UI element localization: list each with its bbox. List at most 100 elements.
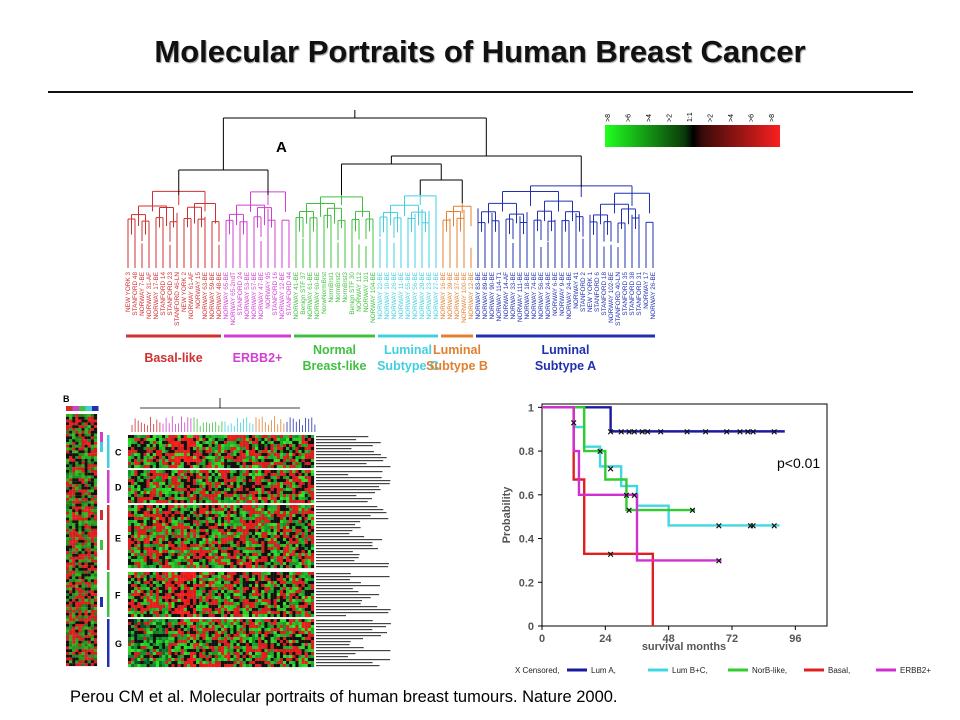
heatmap-cell xyxy=(78,548,82,552)
sample-label: NORWAY 61-BE xyxy=(307,272,314,319)
heatmap-cell xyxy=(295,538,299,542)
heatmap-cell xyxy=(286,526,290,530)
heatmap-cell xyxy=(84,425,88,429)
group-label: Basal-like xyxy=(144,351,202,365)
heatmap-cell xyxy=(267,578,271,582)
heatmap-cell xyxy=(208,453,212,457)
heatmap-cell xyxy=(261,476,265,480)
heatmap-cell xyxy=(87,495,91,499)
heatmap-cell xyxy=(168,514,172,518)
heatmap-cell xyxy=(78,492,82,496)
heatmap-cell xyxy=(298,578,302,582)
heatmap-cell xyxy=(252,505,256,509)
heatmap-cell xyxy=(87,456,91,459)
heatmap-cell xyxy=(208,514,212,518)
heatmap-cell xyxy=(261,614,265,618)
heatmap-cell xyxy=(217,602,222,606)
heatmap-cell xyxy=(255,572,259,576)
heatmap-cell xyxy=(227,508,231,512)
heatmap-cell xyxy=(174,556,178,560)
heatmap-cell xyxy=(131,485,135,489)
heatmap-cell xyxy=(239,553,243,557)
heatmap-cell xyxy=(162,562,166,566)
heatmap-cell xyxy=(90,556,94,560)
heatmap-cell xyxy=(199,438,203,442)
heatmap-cell xyxy=(304,565,308,569)
heatmap-cell xyxy=(202,578,206,582)
heatmap-cell xyxy=(66,657,70,661)
heatmap-cell xyxy=(286,450,290,454)
heatmap-cell xyxy=(146,462,150,466)
heatmap-cell xyxy=(72,615,76,619)
heatmap-cell xyxy=(146,526,150,530)
heatmap-cell xyxy=(236,462,240,466)
heatmap-cell xyxy=(84,654,88,658)
heatmap-cell xyxy=(239,535,243,539)
heatmap-cell xyxy=(174,462,178,466)
heatmap-cell xyxy=(186,529,191,533)
heatmap-cell xyxy=(273,535,277,539)
heatmap-cell xyxy=(224,605,228,609)
heatmap-cell xyxy=(140,541,144,545)
heatmap-cell xyxy=(276,459,280,463)
heatmap-cell xyxy=(174,559,178,563)
heatmap-cell xyxy=(193,614,197,618)
heatmap-cell xyxy=(174,456,178,460)
heatmap-cell xyxy=(177,593,181,597)
heatmap-cell xyxy=(301,485,305,489)
heatmap-cell xyxy=(245,476,249,480)
heatmap-cell xyxy=(307,500,311,504)
heatmap-cell xyxy=(267,562,271,566)
heatmap-cell xyxy=(177,511,181,515)
heatmap-cell xyxy=(78,632,82,636)
heatmap-cell xyxy=(75,414,79,417)
heatmap-cell xyxy=(236,611,240,615)
heatmap-cell xyxy=(202,435,206,439)
heatmap-cell xyxy=(205,614,209,618)
heatmap-cell xyxy=(146,611,150,615)
heatmap-cell xyxy=(186,584,191,588)
heatmap-cell xyxy=(208,578,212,582)
heatmap-cell xyxy=(84,612,88,616)
heatmap-cell xyxy=(183,479,187,483)
heatmap-cell xyxy=(177,547,181,551)
heatmap-cell xyxy=(137,485,141,489)
heatmap-cell xyxy=(224,535,228,539)
heatmap-cell xyxy=(131,526,135,530)
heatmap-cell xyxy=(261,619,265,623)
heatmap-cell xyxy=(295,470,299,474)
heatmap-cell xyxy=(208,544,212,548)
heatmap-cell xyxy=(81,598,85,602)
heatmap-cell xyxy=(261,590,265,594)
heatmap-cell xyxy=(137,541,141,545)
heatmap-cell xyxy=(292,491,296,495)
heatmap-cell xyxy=(171,602,175,606)
heatmap-cell xyxy=(193,584,197,588)
heatmap-cell xyxy=(143,505,147,509)
heatmap-cell xyxy=(236,605,240,609)
heatmap-cell xyxy=(171,505,175,509)
heatmap-cell xyxy=(146,614,150,618)
heatmap-cell xyxy=(202,523,206,527)
heatmap-cell xyxy=(66,626,70,630)
heatmap-cell xyxy=(180,593,184,597)
heatmap-cell xyxy=(149,587,153,591)
heatmap-cell xyxy=(66,486,70,490)
heatmap-cell xyxy=(258,556,262,560)
heatmap-cell xyxy=(214,599,218,603)
heatmap-cell xyxy=(202,562,206,566)
heatmap-cell xyxy=(202,488,206,492)
heatmap-cell xyxy=(90,428,94,431)
heatmap-cell xyxy=(242,572,246,576)
heatmap-cell xyxy=(199,556,203,560)
heatmap-cell xyxy=(295,619,299,623)
heatmap-cell xyxy=(233,511,237,515)
heatmap-cell xyxy=(248,517,253,521)
heatmap-cell xyxy=(211,544,215,548)
heatmap-cell xyxy=(304,614,308,618)
heatmap-cell xyxy=(143,514,147,518)
heatmap-cell xyxy=(276,447,280,451)
heatmap-cell xyxy=(248,590,253,594)
heatmap-cell xyxy=(273,526,277,530)
heatmap-cell xyxy=(93,484,98,487)
